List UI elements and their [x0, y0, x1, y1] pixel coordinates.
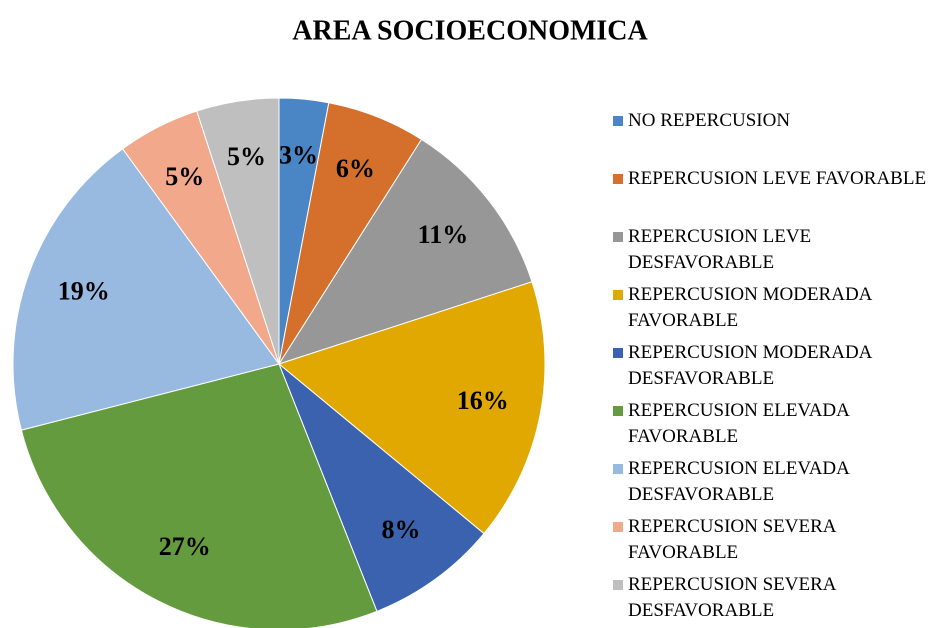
- legend-label: REPERCUSION LEVE DESFAVORABLE: [628, 226, 812, 273]
- pie-slice: [196, 97, 280, 365]
- data-label: 6%: [336, 154, 375, 183]
- data-label: 5%: [227, 142, 266, 171]
- legend-item: REPERCUSION MODERADA DESFAVORABLE: [612, 340, 932, 392]
- legend-swatch: [612, 173, 624, 185]
- legend-item: REPERCUSION ELEVADA FAVORABLE: [612, 398, 932, 450]
- legend-item: REPERCUSION LEVE FAVORABLE: [612, 166, 932, 192]
- legend-swatch: [612, 463, 624, 475]
- legend-label: REPERCUSION ELEVADA FAVORABLE: [628, 400, 849, 447]
- pie-slice: [12, 148, 280, 431]
- legend-label: REPERCUSION SEVERA DESFAVORABLE: [628, 574, 836, 621]
- pie-slice: [20, 363, 378, 628]
- legend-item: REPERCUSION SEVERA FAVORABLE: [612, 514, 932, 566]
- legend-label: NO REPERCUSION: [628, 110, 791, 131]
- legend-item: REPERCUSION SEVERA DESFAVORABLE: [612, 572, 932, 624]
- pie-slice: [277, 138, 533, 365]
- data-label: 11%: [418, 220, 469, 249]
- data-label: 3%: [279, 140, 318, 169]
- legend-swatch: [612, 579, 624, 591]
- data-label: 19%: [58, 277, 110, 306]
- pie-slice: [277, 281, 546, 535]
- legend-swatch: [612, 289, 624, 301]
- legend-item: REPERCUSION LEVE DESFAVORABLE: [612, 224, 932, 276]
- legend-swatch: [612, 405, 624, 417]
- pie-slice: [278, 363, 485, 612]
- chart-title: AREA SOCIOECONOMICA: [292, 15, 648, 46]
- data-label: 27%: [159, 532, 211, 561]
- legend-label: REPERCUSION MODERADA DESFAVORABLE: [628, 342, 872, 389]
- data-label: 5%: [165, 162, 204, 191]
- legend-label: REPERCUSION LEVE FAVORABLE: [628, 168, 927, 189]
- legend-label: REPERCUSION ELEVADA DESFAVORABLE: [628, 458, 849, 505]
- legend-item: NO REPERCUSION: [612, 108, 932, 134]
- legend-item: REPERCUSION MODERADA FAVORABLE: [612, 282, 932, 334]
- data-label: 8%: [381, 515, 420, 544]
- legend-swatch: [612, 231, 624, 243]
- legend-label: REPERCUSION SEVERA FAVORABLE: [628, 516, 836, 563]
- legend-label: REPERCUSION MODERADA FAVORABLE: [628, 284, 872, 331]
- legend-item: REPERCUSION ELEVADA DESFAVORABLE: [612, 456, 932, 508]
- legend-swatch: [612, 115, 624, 127]
- data-label: 16%: [457, 386, 509, 415]
- legend-swatch: [612, 347, 624, 359]
- legend-swatch: [612, 521, 624, 533]
